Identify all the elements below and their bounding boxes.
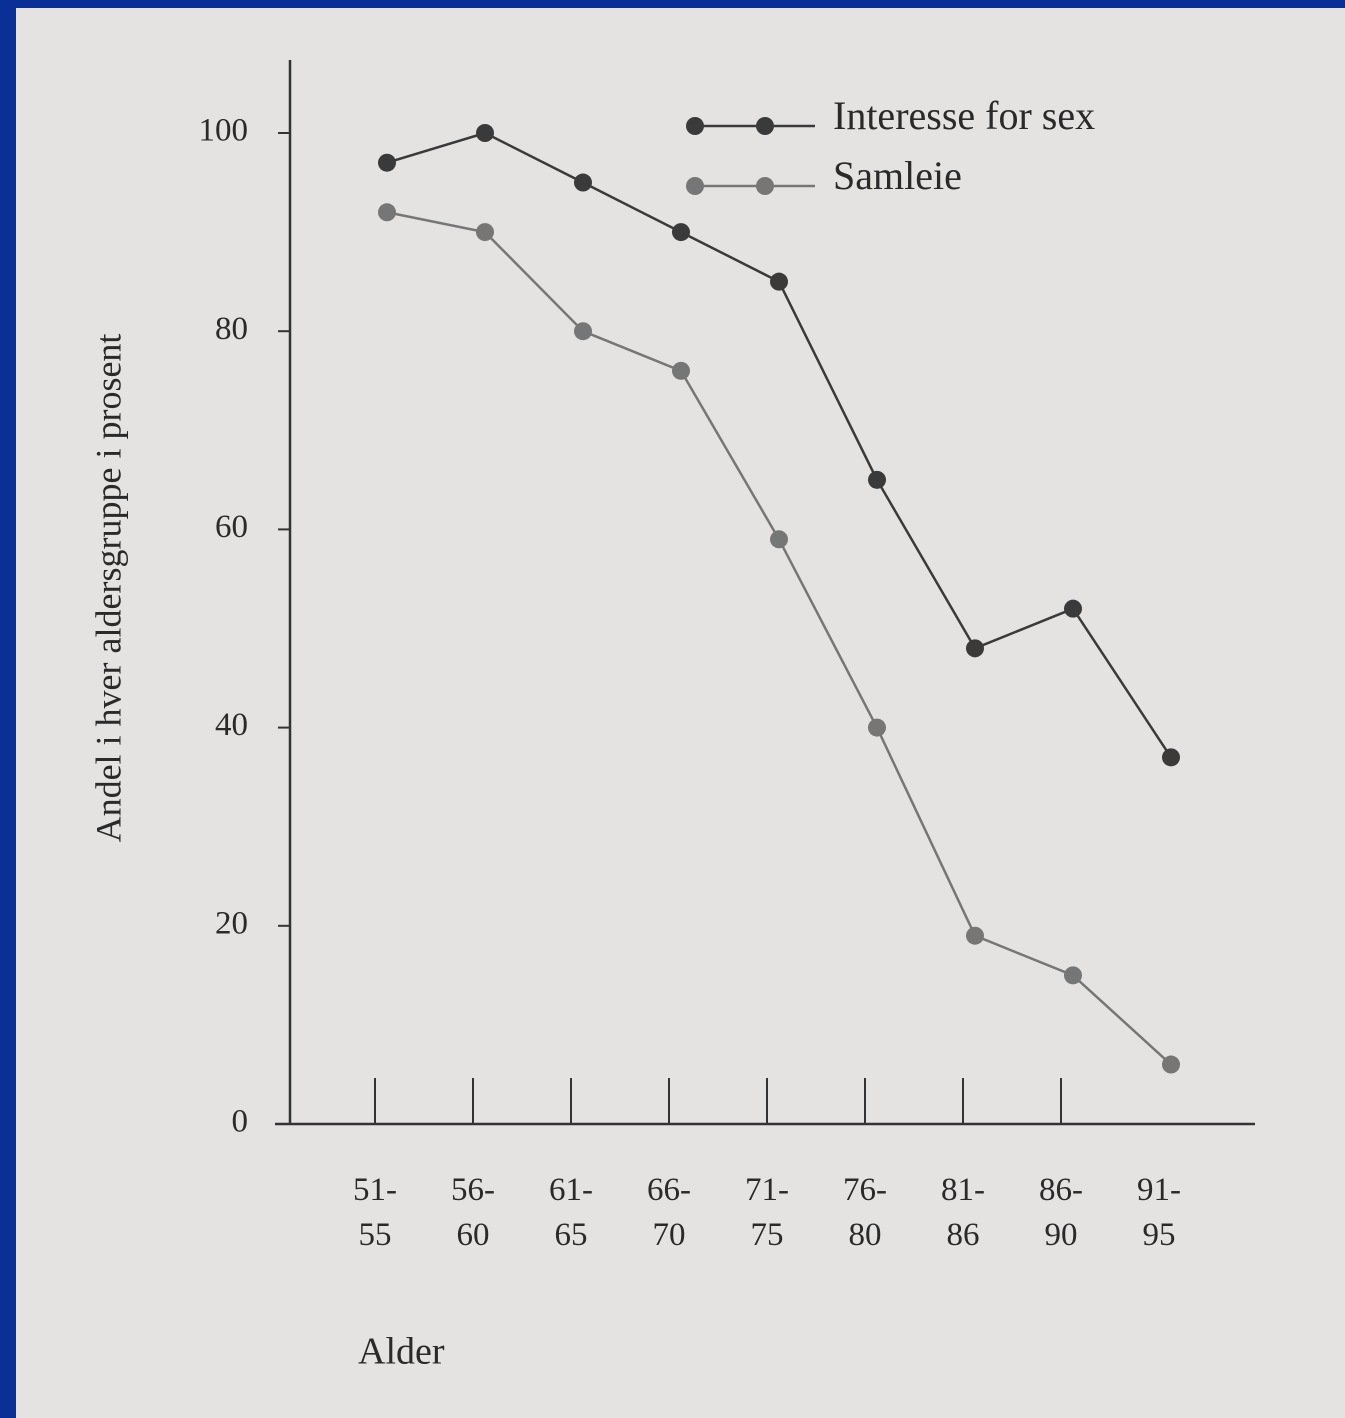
data-point (476, 223, 494, 242)
x-tick-label: 51-55 (353, 1172, 397, 1253)
y-tick-label: 40 (215, 707, 248, 743)
x-axis-label: Alder (358, 1331, 445, 1373)
x-tick-label: 71-75 (745, 1172, 789, 1253)
data-point (672, 223, 690, 242)
data-point (574, 173, 592, 192)
x-tick-label: 81-86 (941, 1172, 985, 1253)
data-point (1064, 966, 1082, 985)
x-tick-label: 61-65 (549, 1172, 593, 1253)
data-point (868, 470, 886, 489)
data-point (1162, 1055, 1180, 1074)
y-tick-label: 100 (199, 113, 249, 149)
data-point (868, 718, 886, 737)
x-tick-label: 86-90 (1039, 1172, 1083, 1253)
data-point (770, 272, 788, 291)
data-point (378, 153, 396, 172)
paper (16, 8, 1345, 1418)
y-axis-label: Andel i hver aldersgruppe i prosent (88, 334, 128, 843)
x-tick-label: 66-70 (647, 1172, 691, 1253)
y-tick-label: 0 (232, 1104, 249, 1140)
data-point (966, 926, 984, 945)
x-tick-label: 56-60 (451, 1172, 495, 1253)
legend-label: Samleie (833, 153, 962, 198)
legend-marker (756, 117, 774, 135)
y-tick-label: 80 (215, 311, 248, 347)
legend-marker (686, 117, 704, 135)
data-point (672, 361, 690, 380)
legend-marker (686, 177, 704, 195)
data-point (574, 322, 592, 341)
data-point (770, 530, 788, 549)
data-point (966, 639, 984, 658)
data-point (378, 203, 396, 222)
data-point (476, 124, 494, 142)
legend-marker (756, 177, 774, 195)
y-tick-label: 20 (215, 905, 248, 941)
data-point (1162, 748, 1180, 767)
x-tick-label: 91-95 (1137, 1172, 1181, 1253)
legend-label: Interesse for sex (833, 93, 1095, 138)
y-tick-label: 60 (215, 509, 248, 545)
x-tick-label: 76-80 (843, 1172, 887, 1253)
data-point (1064, 599, 1082, 618)
